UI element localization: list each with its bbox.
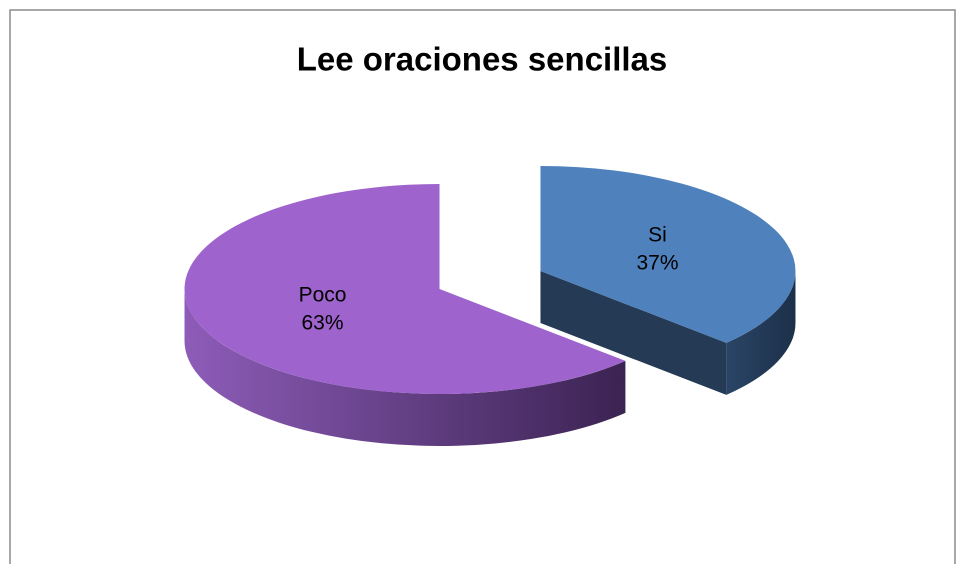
slice-wall [184, 288, 626, 446]
chart-title: Lee oraciones sencillas [297, 41, 668, 78]
slice-wall [726, 271, 796, 395]
slice-value-label: 37% [636, 252, 678, 275]
slice-value-label: 63% [301, 311, 343, 334]
chart-border [9, 9, 956, 564]
slice-label: Si [648, 224, 667, 247]
slice [540, 166, 796, 343]
slice-label: Poco [299, 283, 347, 306]
slice [184, 183, 626, 394]
slice-side [540, 271, 727, 395]
